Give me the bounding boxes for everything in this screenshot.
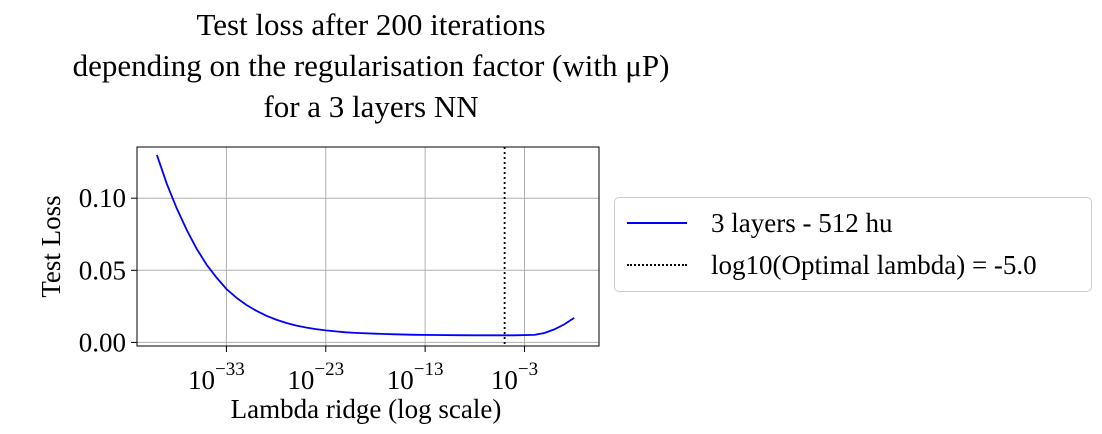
x-tick-label: 10−23 [287, 359, 344, 395]
y-tick-label: 0.10 [79, 183, 126, 213]
y-tick-label: 0.05 [79, 255, 126, 285]
legend: 3 layers - 512 hu log10(Optimal lambda) … [614, 197, 1092, 292]
y-axis-label: Test Loss [36, 195, 66, 297]
chart-title-line-2: depending on the regularisation factor (… [72, 48, 670, 83]
chart-title-line-1: Test loss after 200 iterations [196, 7, 546, 42]
series-layer [156, 147, 575, 346]
x-tick-label: 10−3 [491, 359, 538, 395]
axes-frame [136, 146, 600, 347]
legend-swatch-dotted-line [627, 264, 687, 266]
legend-swatch-solid-line [627, 222, 687, 224]
chart-title: Test loss after 200 iterations depending… [0, 4, 742, 127]
legend-label-optimal: log10(Optimal lambda) = -5.0 [711, 250, 1037, 280]
x-tick-label: 10−33 [188, 359, 245, 395]
tick-layer: 10−33 10−23 10−13 10−3 0.00 0.05 0.10 [79, 183, 538, 395]
x-axis-label: Lambda ridge (log scale) [231, 394, 502, 424]
legend-label-series: 3 layers - 512 hu [711, 208, 893, 238]
y-tick-label: 0.00 [79, 327, 126, 357]
grid-lines [137, 147, 599, 346]
series-line [156, 154, 575, 337]
x-tick-label: 10−13 [387, 359, 444, 395]
chart-title-line-3: for a 3 layers NN [263, 89, 479, 124]
